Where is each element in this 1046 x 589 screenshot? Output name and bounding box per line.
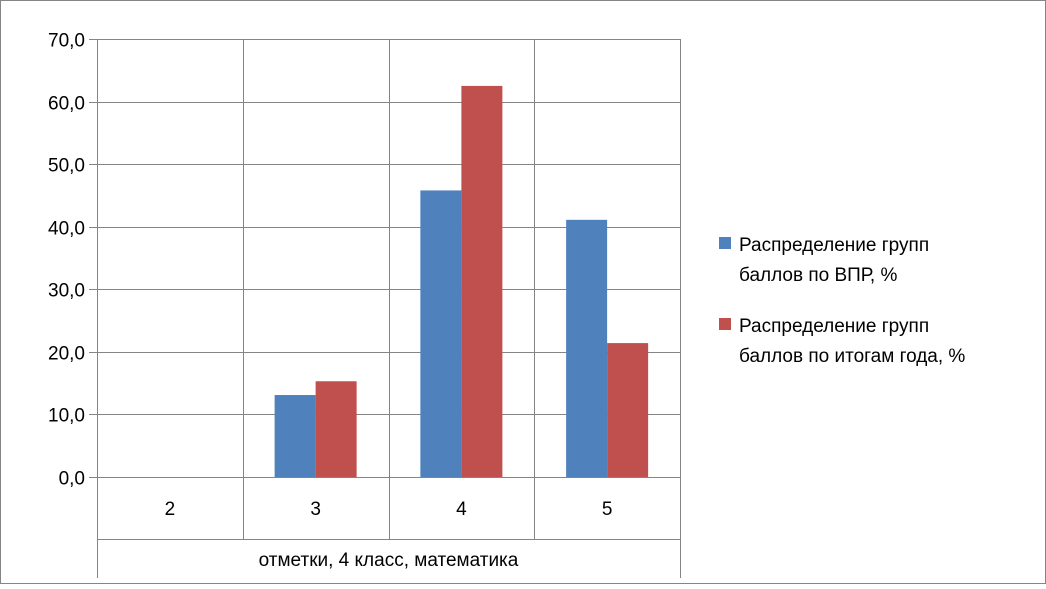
legend-label: Распределение групп xyxy=(739,316,929,337)
bar-year-5 xyxy=(607,343,649,477)
x-tick-label: 5 xyxy=(602,499,613,520)
bar-vpr-5 xyxy=(566,219,608,477)
y-tick-label: 70,0 xyxy=(48,31,85,52)
y-tick-label: 40,0 xyxy=(48,219,85,240)
legend-label: баллов по ВПР, % xyxy=(739,265,897,286)
x-axis-title: отметки, 4 класс, математика xyxy=(259,550,519,571)
gridlines xyxy=(97,39,681,477)
legend-label: Распределение групп xyxy=(739,235,929,256)
y-tick-label: 0,0 xyxy=(59,469,85,490)
bar-year-3 xyxy=(315,381,357,477)
bar-vpr-3 xyxy=(274,395,316,477)
y-tick-label: 50,0 xyxy=(48,156,85,177)
bar-year-4 xyxy=(461,85,503,477)
legend-label: баллов по итогам года, % xyxy=(739,346,965,367)
y-tick-label: 60,0 xyxy=(48,94,85,115)
y-tick-label: 10,0 xyxy=(48,406,85,427)
legend-swatch xyxy=(719,318,731,330)
y-tick-label: 30,0 xyxy=(48,281,85,302)
y-tick-label: 20,0 xyxy=(48,344,85,365)
x-tick-label: 2 xyxy=(165,499,176,520)
legend-swatch xyxy=(719,237,731,249)
bar-group xyxy=(274,85,649,477)
bar-vpr-4 xyxy=(420,190,462,477)
x-tick-label: 4 xyxy=(456,499,467,520)
y-tick-labels: 0,0 10,0 20,0 30,0 40,0 50,0 60,0 70,0 xyxy=(48,31,85,490)
legend: Распределение групп баллов по ВПР, % Распр… xyxy=(719,235,965,367)
x-tick-label: 3 xyxy=(310,499,321,520)
x-tick-labels: 2 3 4 5 xyxy=(165,499,613,520)
axes xyxy=(89,39,681,578)
